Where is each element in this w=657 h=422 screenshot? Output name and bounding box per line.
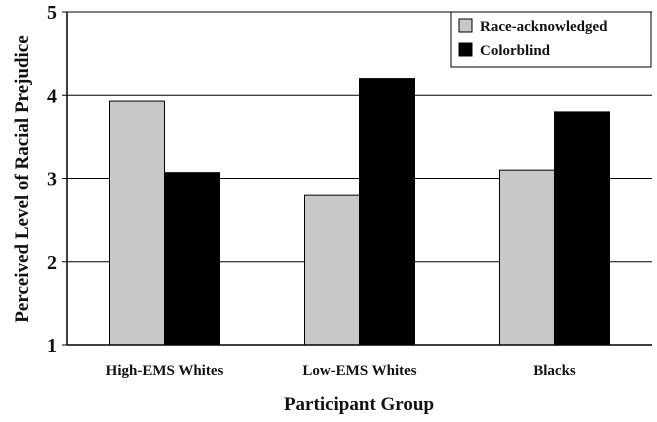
legend: Race-acknowledged Colorblind: [450, 11, 652, 68]
y-tick-label: 3: [47, 169, 57, 191]
legend-swatch-race-acknowledged: [458, 18, 473, 33]
legend-label-colorblind: Colorblind: [480, 43, 551, 59]
legend-swatch-colorblind: [458, 42, 473, 57]
x-tick-label: Blacks: [533, 363, 576, 379]
bar-high-ems-whites-race-acknowledged: [109, 100, 165, 346]
x-axis-title: Participant Group: [284, 394, 434, 415]
legend-box: [450, 11, 652, 68]
x-tick-label: High-EMS Whites: [106, 363, 224, 379]
y-tick-label: 1: [47, 335, 57, 357]
y-tick-labels: 1 2 3 4 5: [47, 2, 67, 357]
y-tick-label: 5: [47, 2, 57, 24]
y-axis-title: Perceived Level of Racial Prejudice: [12, 35, 33, 322]
x-tick-labels: High-EMS Whites Low-EMS Whites Blacks: [106, 363, 576, 379]
y-tick-label: 2: [47, 252, 57, 274]
bar-low-ems-whites-colorblind: [359, 78, 415, 346]
bar-low-ems-whites-race-acknowledged: [304, 194, 360, 346]
bar-high-ems-whites-colorblind: [164, 172, 220, 346]
bars: [109, 78, 610, 346]
legend-label-race-acknowledged: Race-acknowledged: [480, 19, 608, 35]
y-tick-label: 4: [47, 85, 57, 107]
bar-blacks-colorblind: [554, 111, 610, 346]
bar-blacks-race-acknowledged: [499, 169, 555, 346]
x-tick-label: Low-EMS Whites: [302, 363, 416, 379]
